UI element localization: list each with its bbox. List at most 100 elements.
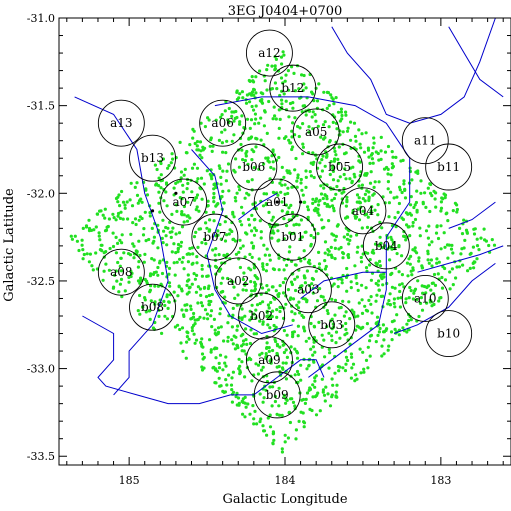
photon-point	[111, 244, 116, 249]
photon-point	[379, 149, 383, 153]
photon-point	[180, 225, 185, 229]
photon-point	[221, 169, 225, 173]
photon-point	[209, 314, 213, 318]
photon-point	[417, 314, 421, 319]
photon-point	[245, 191, 249, 195]
photon-point	[309, 161, 313, 165]
photon-point	[241, 211, 245, 215]
photon-point	[267, 346, 271, 350]
photon-point	[414, 200, 418, 205]
photon-point	[197, 227, 201, 231]
photon-point	[342, 314, 346, 318]
photon-point	[411, 297, 415, 301]
photon-point	[114, 235, 118, 239]
photon-point	[272, 191, 276, 195]
photon-point	[295, 185, 299, 189]
photon-point	[334, 96, 338, 100]
photon-point	[430, 264, 434, 268]
photon-point	[297, 134, 301, 139]
photon-point	[353, 214, 357, 218]
photon-point	[244, 405, 248, 409]
photon-point	[221, 276, 225, 280]
photon-point	[401, 326, 405, 330]
photon-point	[258, 353, 262, 357]
photon-point	[405, 322, 409, 326]
photon-point	[475, 237, 479, 241]
photon-point	[264, 192, 269, 196]
photon-point	[176, 246, 180, 250]
photon-point	[178, 140, 182, 144]
photon-point	[252, 166, 256, 170]
photon-point	[219, 237, 223, 241]
photon-point	[376, 283, 380, 287]
photon-point	[450, 267, 454, 271]
photon-point	[194, 338, 199, 342]
x-axis-title: Galactic Longitude	[222, 492, 347, 507]
photon-point	[336, 157, 340, 161]
photon-point	[293, 89, 297, 93]
photon-point	[355, 281, 359, 286]
photon-point	[341, 130, 345, 134]
photon-point	[230, 110, 234, 114]
photon-point	[392, 196, 396, 200]
photon-point	[367, 155, 371, 159]
photon-point	[443, 196, 447, 200]
photon-point	[293, 168, 297, 172]
photon-point	[402, 182, 406, 186]
photon-point	[180, 326, 185, 330]
photon-point	[195, 255, 199, 259]
photon-point	[193, 141, 197, 146]
photon-point	[254, 145, 258, 149]
photon-point	[105, 225, 109, 229]
photon-point	[337, 188, 341, 193]
photon-point	[144, 239, 148, 243]
photon-point	[302, 73, 306, 78]
photon-point	[289, 345, 293, 349]
photon-point	[216, 229, 220, 233]
photon-point	[223, 109, 227, 113]
circle-label-a06: a06	[211, 116, 233, 130]
photon-point	[168, 230, 172, 234]
photon-point	[382, 338, 386, 342]
photon-point	[265, 341, 269, 345]
photon-point	[254, 362, 258, 366]
photon-point	[271, 431, 276, 435]
photon-point	[252, 422, 256, 426]
photon-point	[418, 234, 422, 238]
photon-point	[361, 350, 365, 354]
photon-point	[477, 248, 481, 252]
aperture-circle-a09	[245, 336, 293, 384]
photon-point	[278, 284, 282, 288]
photon-point	[238, 122, 242, 126]
photon-point	[178, 179, 183, 183]
photon-point	[327, 347, 331, 351]
photon-point	[367, 190, 371, 194]
photon-point	[198, 287, 202, 291]
photon-point	[231, 370, 235, 374]
photon-point	[466, 269, 470, 273]
photon-point	[325, 152, 329, 156]
photon-point	[158, 210, 162, 214]
photon-point	[162, 229, 166, 233]
photon-point	[311, 127, 315, 131]
photon-point	[386, 187, 390, 191]
photon-point	[435, 261, 439, 265]
photon-point	[455, 203, 459, 207]
photon-point	[388, 303, 392, 307]
photon-point	[225, 252, 229, 256]
photon-point	[313, 376, 317, 380]
photon-point	[262, 192, 266, 196]
photon-point	[235, 344, 239, 348]
photon-point	[433, 283, 438, 287]
photon-point	[345, 129, 350, 133]
photon-point	[391, 240, 395, 244]
photon-point	[200, 337, 204, 341]
photon-point	[195, 193, 200, 197]
photon-point	[218, 166, 222, 170]
photon-point	[248, 412, 252, 416]
photon-point	[223, 239, 228, 243]
photon-point	[151, 241, 155, 245]
photon-point	[280, 450, 284, 454]
photon-point	[351, 362, 356, 366]
photon-point	[311, 345, 315, 349]
